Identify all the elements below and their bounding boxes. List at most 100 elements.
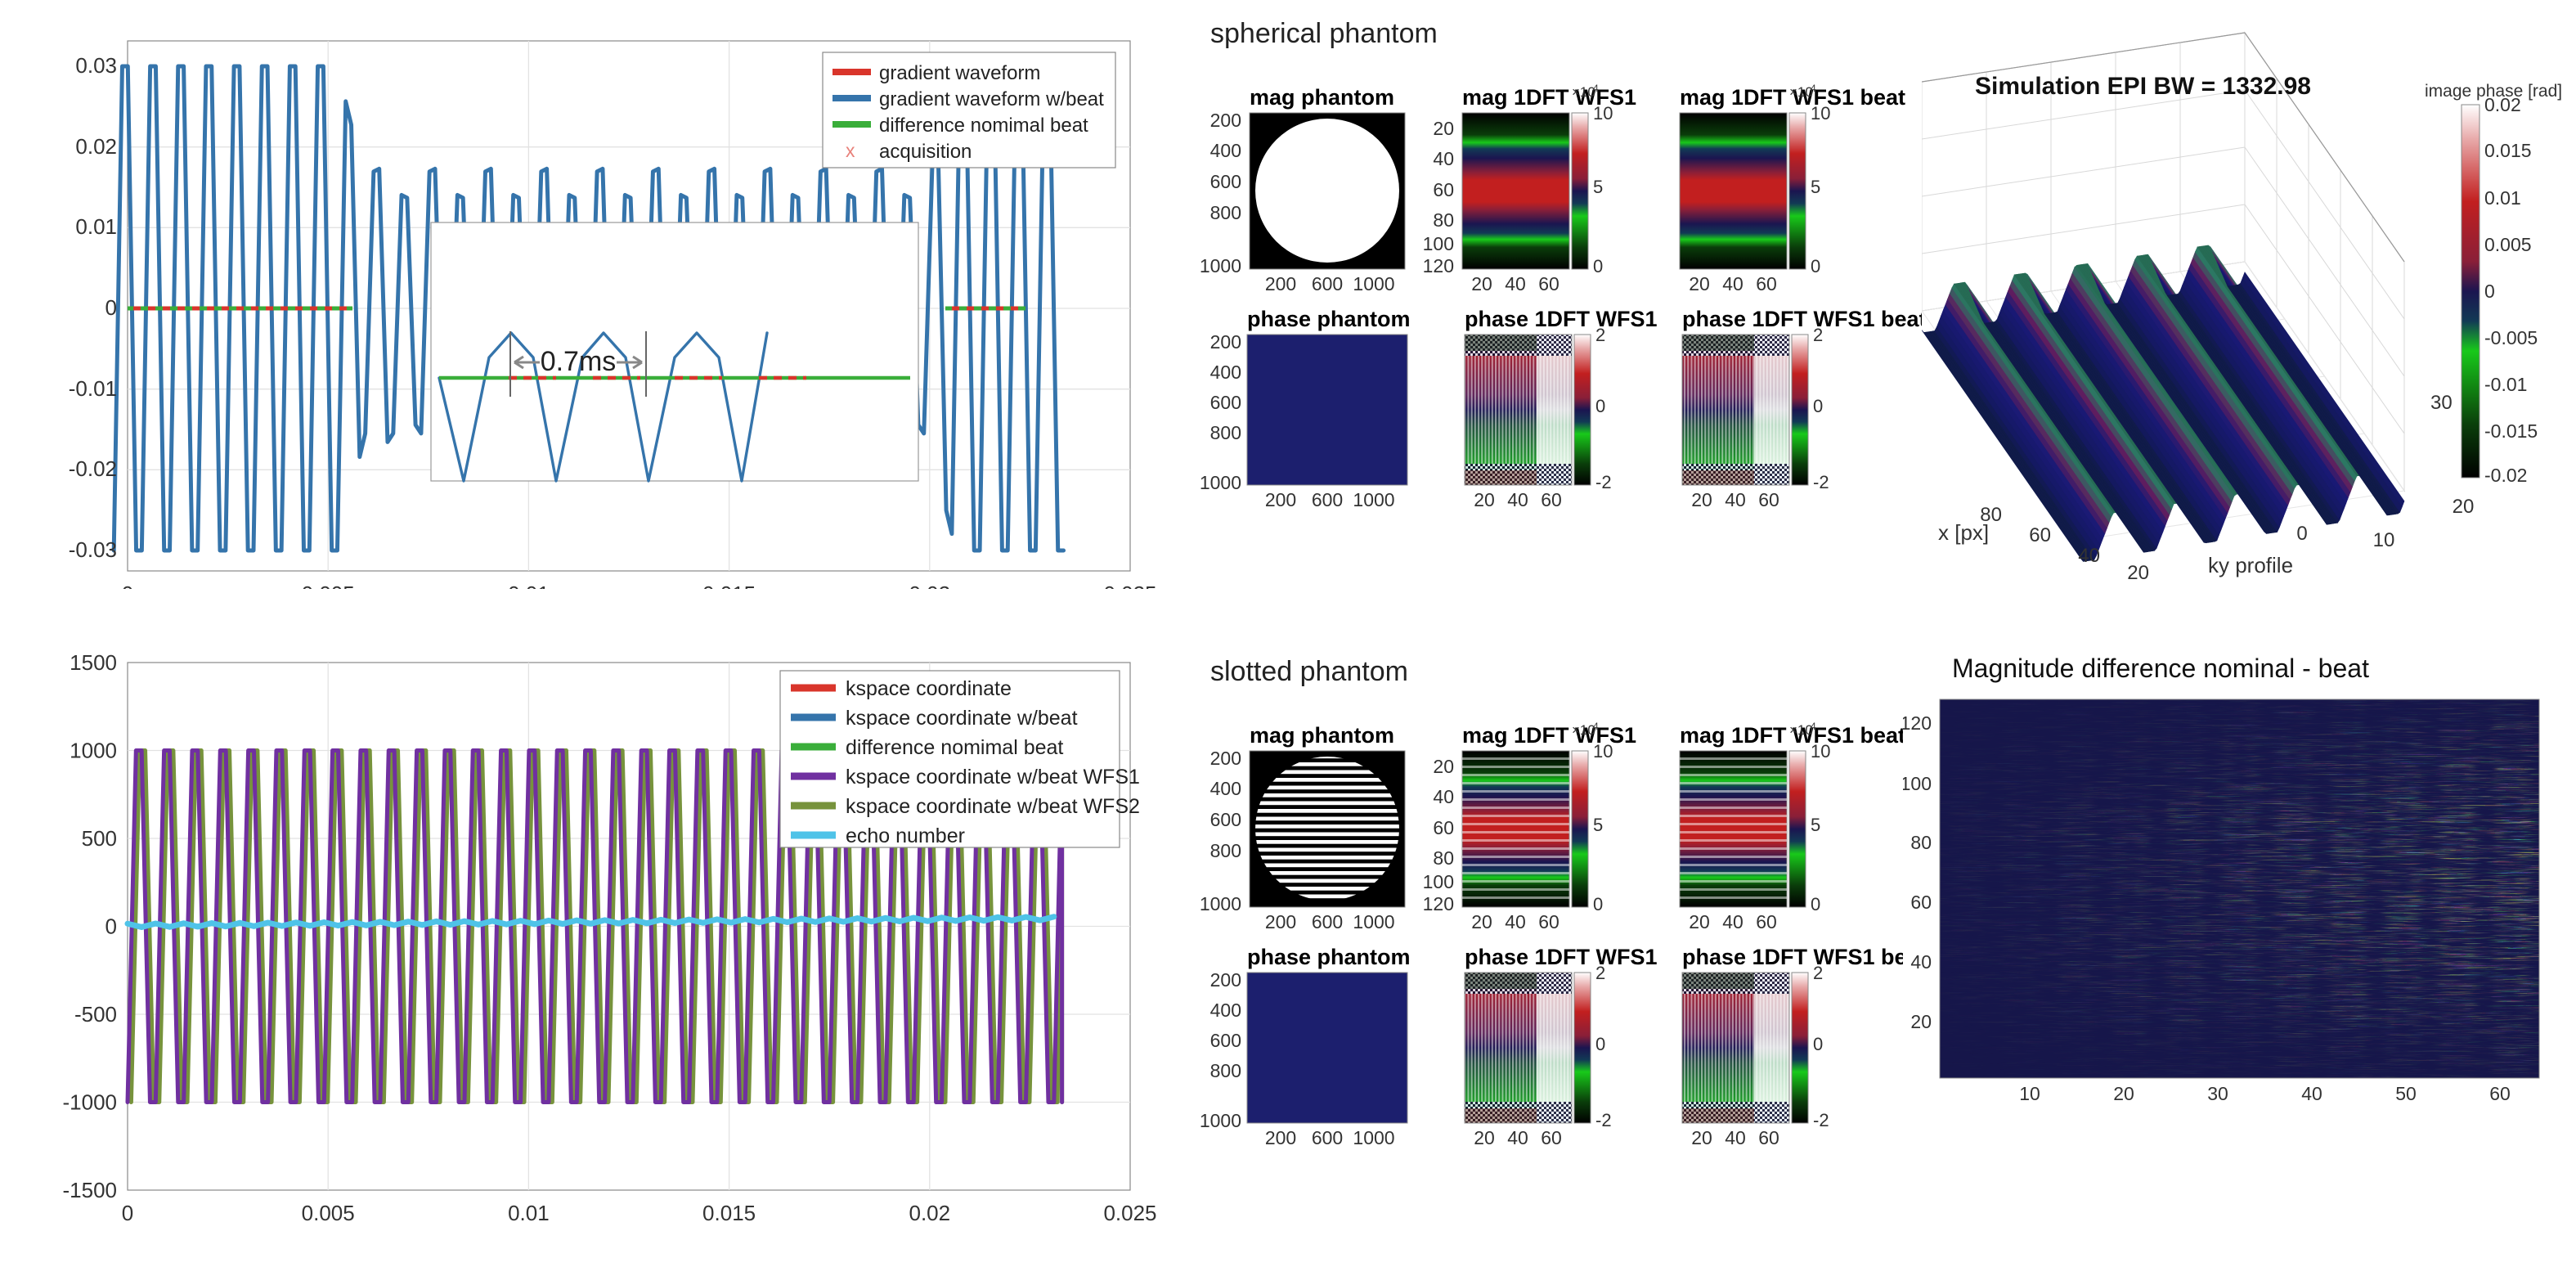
svg-text:200: 200 — [1210, 969, 1241, 991]
svg-text:40: 40 — [1910, 951, 1932, 973]
svg-text:800: 800 — [1210, 202, 1241, 223]
svg-text:acquisition: acquisition — [879, 141, 972, 163]
svg-text:phase 1DFT WFS1 beat: phase 1DFT WFS1 beat — [1682, 945, 1927, 969]
svg-text:10: 10 — [1811, 103, 1830, 124]
svg-text:difference nomimal beat: difference nomimal beat — [879, 115, 1088, 137]
svg-text:60: 60 — [1433, 817, 1454, 838]
svg-text:20: 20 — [1689, 273, 1710, 294]
svg-text:1000: 1000 — [1200, 1110, 1241, 1131]
svg-text:20: 20 — [1691, 1127, 1712, 1148]
svg-text:0.7ms: 0.7ms — [541, 346, 617, 377]
svg-text:40: 40 — [1433, 148, 1454, 169]
svg-text:0: 0 — [2484, 281, 2495, 302]
svg-text:difference nomimal beat: difference nomimal beat — [846, 736, 1063, 759]
svg-text:500: 500 — [82, 826, 117, 851]
svg-text:20: 20 — [1474, 489, 1495, 510]
svg-text:400: 400 — [1210, 778, 1241, 799]
svg-text:20: 20 — [1691, 489, 1712, 510]
svg-text:1000: 1000 — [70, 739, 117, 763]
svg-text:60: 60 — [1758, 1127, 1779, 1148]
svg-text:Magnitude difference nominal -: Magnitude difference nominal - beat — [1952, 654, 2369, 683]
svg-text:-2: -2 — [1813, 472, 1829, 492]
svg-text:2: 2 — [1595, 325, 1605, 345]
svg-text:phase phantom: phase phantom — [1247, 945, 1411, 969]
svg-text:-1500: -1500 — [63, 1178, 118, 1202]
svg-text:20: 20 — [1689, 911, 1710, 932]
svg-text:0.02: 0.02 — [909, 582, 950, 589]
svg-text:600: 600 — [1312, 911, 1343, 932]
svg-text:1000: 1000 — [1353, 911, 1394, 932]
svg-text:600: 600 — [1312, 1127, 1343, 1148]
svg-text:2: 2 — [1595, 963, 1605, 983]
svg-text:60: 60 — [1433, 179, 1454, 200]
svg-text:0: 0 — [1595, 396, 1605, 416]
svg-text:kspace coordinate w/beat: kspace coordinate w/beat — [846, 707, 1078, 730]
svg-text:0: 0 — [105, 914, 117, 939]
svg-text:120: 120 — [1903, 712, 1932, 734]
svg-text:400: 400 — [1210, 362, 1241, 383]
svg-text:80: 80 — [1980, 504, 2002, 526]
svg-text:60: 60 — [2489, 1083, 2511, 1104]
svg-text:-0.01: -0.01 — [69, 376, 117, 401]
svg-text:0.015: 0.015 — [2484, 140, 2532, 161]
svg-text:mag phantom: mag phantom — [1250, 723, 1394, 748]
svg-text:-0.03: -0.03 — [69, 537, 117, 562]
svg-text:0.01: 0.01 — [2484, 187, 2521, 209]
svg-text:mag phantom: mag phantom — [1250, 85, 1394, 110]
svg-text:120: 120 — [1423, 893, 1454, 914]
svg-text:30: 30 — [2430, 392, 2453, 414]
svg-text:×10: ×10 — [1572, 84, 1595, 100]
svg-text:5: 5 — [1593, 177, 1603, 197]
svg-text:80: 80 — [1433, 847, 1454, 869]
svg-text:0: 0 — [1813, 396, 1823, 416]
svg-text:400: 400 — [1210, 140, 1241, 161]
svg-text:0.025: 0.025 — [1103, 1201, 1156, 1225]
svg-text:120: 120 — [1423, 255, 1454, 276]
svg-text:60: 60 — [1756, 273, 1777, 294]
svg-text:0.015: 0.015 — [702, 582, 756, 589]
svg-text:200: 200 — [1210, 748, 1241, 769]
svg-text:5: 5 — [1593, 815, 1603, 835]
svg-text:phase 1DFT WFS1: phase 1DFT WFS1 — [1465, 945, 1658, 969]
svg-text:40: 40 — [1433, 786, 1454, 807]
svg-text:200: 200 — [1265, 489, 1296, 510]
svg-text:0: 0 — [2296, 523, 2307, 545]
svg-text:0: 0 — [1593, 894, 1603, 914]
svg-text:20: 20 — [1433, 756, 1454, 777]
svg-text:100: 100 — [1903, 773, 1932, 794]
svg-text:×10: ×10 — [1789, 84, 1813, 100]
svg-text:-0.015: -0.015 — [2484, 420, 2538, 442]
svg-text:0.01: 0.01 — [508, 1201, 550, 1225]
svg-text:60: 60 — [1541, 489, 1562, 510]
svg-text:5: 5 — [1811, 815, 1820, 835]
svg-text:0.025: 0.025 — [1103, 582, 1156, 589]
svg-text:0.005: 0.005 — [2484, 234, 2532, 255]
svg-text:0.005: 0.005 — [302, 582, 355, 589]
svg-text:600: 600 — [1210, 1030, 1241, 1051]
svg-text:phase 1DFT WFS1: phase 1DFT WFS1 — [1465, 307, 1658, 331]
svg-text:600: 600 — [1312, 489, 1343, 510]
svg-text:60: 60 — [1758, 489, 1779, 510]
svg-text:40: 40 — [1722, 911, 1744, 932]
svg-text:1000: 1000 — [1200, 893, 1241, 914]
svg-text:10: 10 — [1593, 741, 1613, 762]
svg-text:40: 40 — [1725, 1127, 1746, 1148]
svg-text:1000: 1000 — [1353, 273, 1394, 294]
svg-text:4: 4 — [1811, 83, 1816, 94]
svg-text:100: 100 — [1423, 233, 1454, 254]
svg-text:1000: 1000 — [1200, 255, 1241, 276]
svg-text:0: 0 — [122, 582, 133, 589]
svg-text:-1000: -1000 — [63, 1090, 118, 1115]
svg-text:0: 0 — [1593, 256, 1603, 276]
svg-text:800: 800 — [1210, 840, 1241, 861]
svg-text:200: 200 — [1210, 110, 1241, 131]
svg-text:0.03: 0.03 — [75, 53, 117, 78]
svg-text:2: 2 — [1813, 325, 1823, 345]
svg-text:×10: ×10 — [1789, 722, 1813, 738]
svg-text:1000: 1000 — [1353, 1127, 1394, 1148]
svg-text:×10: ×10 — [1572, 722, 1595, 738]
svg-text:600: 600 — [1210, 171, 1241, 192]
svg-text:Simulation EPI BW = 1332.98: Simulation EPI BW = 1332.98 — [1975, 73, 2311, 100]
svg-text:200: 200 — [1265, 1127, 1296, 1148]
svg-text:50: 50 — [2395, 1083, 2417, 1104]
